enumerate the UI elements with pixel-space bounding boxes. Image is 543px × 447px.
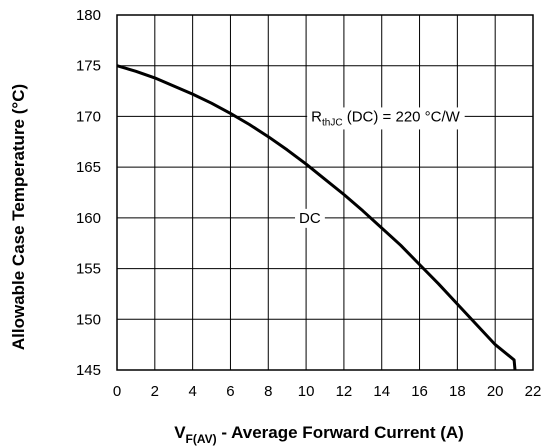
plot-frame — [116, 14, 534, 371]
x-axis-label-subscript: F(AV) — [186, 432, 217, 446]
x-tick-labels: 0 2 4 6 8 10 12 14 16 18 20 22 — [113, 383, 542, 400]
annotation-dc: DC — [295, 208, 325, 228]
x-tick-label: 0 — [113, 383, 121, 400]
y-tick-labels: 145 150 155 160 165 170 175 180 — [76, 7, 101, 379]
x-axis-label-main: V — [174, 423, 186, 442]
x-tick-label: 22 — [525, 383, 542, 400]
y-axis-label: Allowable Case Temperature (°C) — [9, 84, 28, 350]
y-tick-label: 165 — [76, 159, 101, 176]
annotation-text: DC — [299, 210, 321, 227]
x-tick-label: 14 — [373, 383, 390, 400]
x-tick-label: 2 — [151, 383, 159, 400]
annotation-text: RthJC (DC) = 220 °C/W — [311, 108, 461, 128]
x-tick-label: 10 — [298, 383, 315, 400]
annotation-background — [295, 208, 325, 228]
annotation-background — [307, 107, 465, 130]
annotation-rest: (DC) = 220 °C/W — [343, 108, 461, 125]
series-line-dc — [116, 64, 517, 371]
y-tick-label: 150 — [76, 311, 101, 328]
x-tick-label: 18 — [449, 383, 466, 400]
x-tick-label: 8 — [264, 383, 272, 400]
x-tick-label: 16 — [411, 383, 428, 400]
x-tick-label: 20 — [487, 383, 504, 400]
y-tick-label: 160 — [76, 210, 101, 227]
y-tick-label: 175 — [76, 58, 101, 75]
series-lines — [116, 64, 517, 371]
x-axis-label-rest: - Average Forward Current (A) — [217, 423, 464, 442]
x-tick-label: 6 — [226, 383, 234, 400]
y-tick-label: 155 — [76, 261, 101, 278]
x-tick-label: 12 — [336, 383, 353, 400]
annotation-main: R — [311, 108, 322, 125]
annotations: RthJC (DC) = 220 °C/W DC — [295, 107, 465, 228]
x-axis-label: VF(AV) - Average Forward Current (A) — [174, 423, 464, 446]
annotation-rth: RthJC (DC) = 220 °C/W — [307, 107, 465, 130]
y-tick-label: 170 — [76, 108, 101, 125]
annotation-subscript: thJC — [322, 117, 343, 128]
y-tick-label: 180 — [76, 7, 101, 24]
y-tick-label: 145 — [76, 362, 101, 379]
x-tick-label: 4 — [188, 383, 196, 400]
